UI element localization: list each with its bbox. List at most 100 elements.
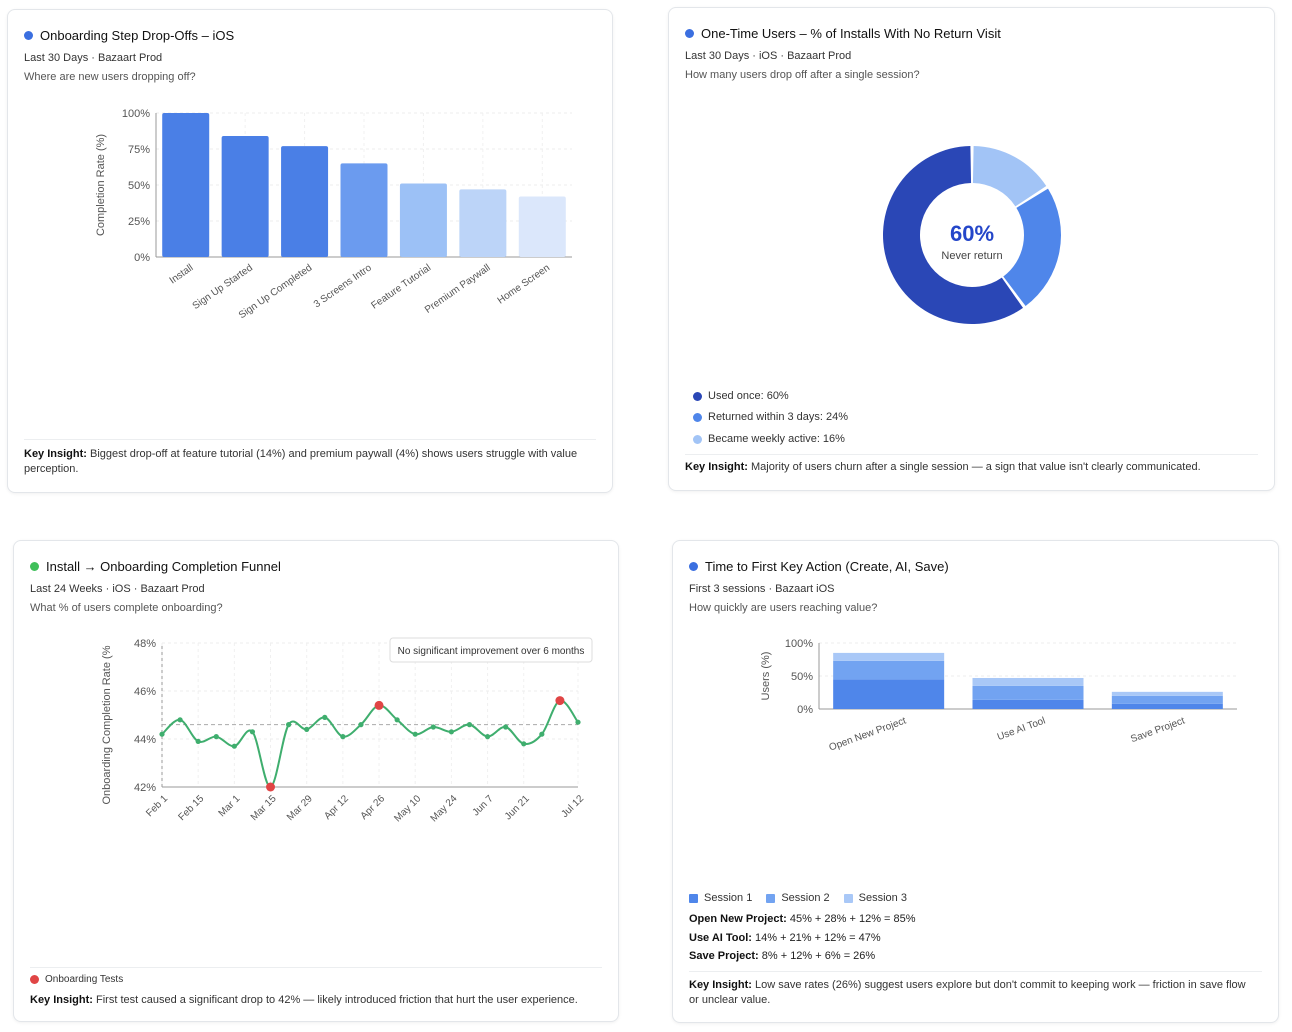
x-tick-label: Mar 1 [217, 793, 243, 819]
data-point [430, 724, 436, 730]
center-label: Never return [941, 250, 1002, 262]
y-axis-label: Onboarding Completion Rate (% [101, 645, 113, 804]
x-tick-label: Premium Paywall [423, 262, 493, 315]
divider [30, 967, 602, 968]
legend-dot-icon [30, 975, 39, 984]
data-point [213, 734, 219, 740]
divider [685, 454, 1258, 455]
card-title-text: One-Time Users – % of Installs With No R… [701, 26, 1001, 41]
stacked-bar-segment [1111, 695, 1223, 704]
x-tick-label: 3 Screens Intro [312, 262, 374, 310]
donut-slice [972, 146, 1047, 207]
card-dropoffs: Onboarding Step Drop-Offs – iOS Last 30 … [7, 9, 613, 493]
x-tick-label: Home Screen [496, 262, 552, 306]
x-tick-label: Feb 15 [176, 793, 206, 823]
x-tick-label: Jun 21 [503, 793, 532, 822]
data-point [322, 714, 328, 720]
x-tick-label: Install [168, 262, 196, 286]
annotation-text: No significant improvement over 6 months [398, 646, 585, 657]
y-tick-label: 44% [134, 734, 156, 746]
x-tick-label: Save Project [1129, 715, 1186, 745]
legend-label: Session 3 [858, 892, 907, 904]
bar [221, 136, 269, 257]
annotation-box [389, 637, 593, 663]
stacked-bar-segment [972, 677, 1084, 686]
bar [399, 183, 447, 257]
x-tick-label: Apr 12 [322, 793, 351, 822]
legend-label: Returned within 3 days: 24% [708, 411, 849, 423]
y-tick-label: 0% [134, 252, 150, 264]
card-question: What % of users complete onboarding? [30, 602, 223, 614]
legend-label: Onboarding Tests [45, 974, 124, 985]
stacked-bar-segment [833, 660, 945, 680]
summary-save-project: Save Project: 8% + 12% + 6% = 26% [689, 950, 875, 962]
data-point [448, 729, 454, 735]
bar [162, 113, 210, 257]
legend-label: Used once: 60% [708, 390, 789, 402]
y-tick-label: 25% [128, 216, 150, 228]
test-point [374, 700, 384, 710]
insight-label: Key Insight: [24, 448, 87, 460]
data-point [249, 729, 256, 735]
card-title: One-Time Users – % of Installs With No R… [685, 26, 1001, 41]
title-dot-icon [685, 29, 694, 38]
insight-label: Key Insight: [689, 979, 752, 991]
x-tick-label: May 24 [429, 793, 460, 824]
card-onetime: One-Time Users – % of Installs With No R… [668, 7, 1275, 491]
data-point [159, 731, 165, 737]
stacked-bar-segment [1111, 703, 1223, 709]
card-subtitle: First 3 sessions · Bazaart iOS [689, 583, 835, 595]
card-question: Where are new users dropping off? [24, 71, 196, 83]
legend-item-weekly: Became weekly active: 16% [693, 433, 845, 445]
key-insight: Key Insight: First test caused a signifi… [30, 993, 594, 1008]
bar [459, 189, 507, 257]
insight-text: First test caused a significant drop to … [92, 994, 578, 1006]
x-tick-label: Apr 26 [359, 793, 388, 822]
x-tick-label: Feb 1 [144, 793, 170, 819]
bar [340, 163, 388, 257]
y-tick-label: 50% [791, 671, 813, 683]
card-title-text: Time to First Key Action (Create, AI, Sa… [705, 559, 949, 574]
card-firstaction: Time to First Key Action (Create, AI, Sa… [672, 540, 1279, 1023]
legend-onboarding-tests: Onboarding Tests [30, 974, 123, 985]
legend-dot-icon [693, 391, 702, 401]
data-point [195, 738, 201, 744]
x-tick-label: Open New Project [828, 715, 908, 753]
x-tick-label: Jul 12 [559, 793, 586, 820]
bar [281, 146, 329, 257]
x-tick-label: May 10 [392, 793, 423, 824]
summary-open-project: Open New Project: 45% + 28% + 12% = 85% [689, 913, 916, 925]
summary-label: Save Project: [689, 950, 759, 962]
data-point [177, 717, 183, 723]
center-value: 60% [950, 221, 994, 246]
y-axis-label: Users (%) [760, 652, 772, 701]
data-point [394, 717, 400, 723]
legend-item-session-1: Session 1 [689, 892, 752, 904]
insight-label: Key Insight: [685, 461, 748, 473]
session-legend: Session 1 Session 2 Session 3 [689, 892, 907, 904]
data-point [539, 731, 545, 737]
y-tick-label: 100% [122, 108, 150, 120]
legend-dot-icon [693, 412, 702, 422]
card-title-text: Install → Onboarding Completion Funnel [46, 559, 281, 574]
legend-item-returned: Returned within 3 days: 24% [693, 411, 848, 423]
stacked-bar-segment [972, 699, 1084, 709]
stacked-bar-segment [1111, 691, 1223, 696]
key-insight: Key Insight: Biggest drop-off at feature… [24, 447, 588, 477]
legend-label: Session 1 [704, 892, 753, 904]
test-point [266, 782, 276, 792]
x-tick-label: Sign Up Started [191, 262, 255, 312]
stacked-bar-segment [833, 679, 945, 709]
data-point [286, 722, 292, 728]
data-point [231, 743, 237, 749]
onetime-donut-chart: 60% Never return [883, 146, 1061, 324]
x-tick-label: Use AI Tool [996, 715, 1047, 743]
insight-text: Low save rates (26%) suggest users explo… [689, 979, 1246, 1006]
data-point [484, 734, 491, 740]
legend-dot-icon [693, 434, 702, 444]
series-line [161, 699, 579, 789]
y-tick-label: 50% [128, 180, 150, 192]
card-title-text: Onboarding Step Drop-Offs – iOS [40, 28, 235, 43]
data-point [340, 734, 346, 740]
insight-text: Majority of users churn after a single s… [747, 461, 1201, 473]
